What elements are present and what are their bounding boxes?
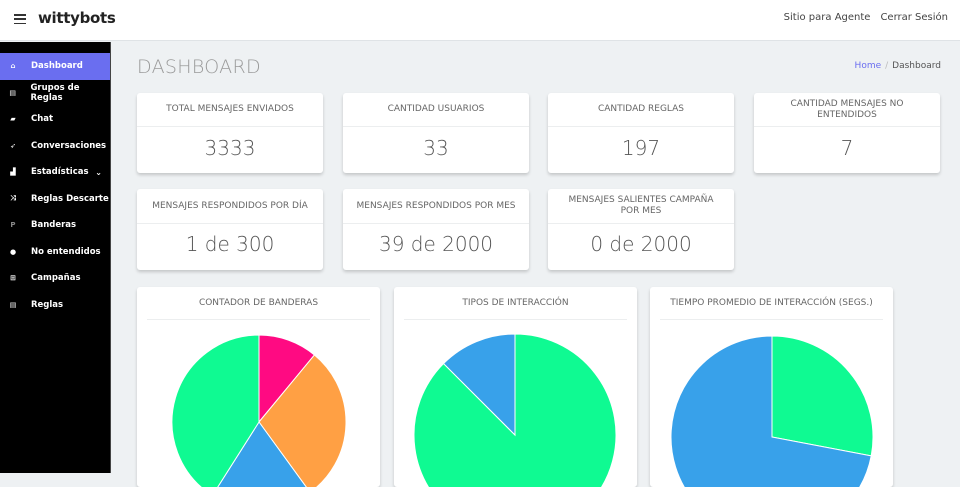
chart-title: CONTADOR DE BANDERAS (147, 287, 370, 320)
logout-link[interactable]: Cerrar Sesión (880, 12, 948, 23)
top-links: Sitio para Agente Cerrar Sesión (784, 12, 948, 23)
stat-card-daily-replies: MENSAJES RESPONDIDOS POR DÍA 1 de 300 (137, 189, 323, 270)
stat-card-users: CANTIDAD USUARIOS 33 (343, 93, 529, 173)
question-icon: ● (9, 247, 17, 256)
stat-value: 33 (423, 136, 449, 160)
sidebar-item-label: Conversaciones (31, 140, 107, 151)
stat-title: MENSAJES RESPONDIDOS POR DÍA (137, 189, 323, 224)
sidebar-item-discard-rules[interactable]: ⤨ Reglas Descarte (0, 186, 110, 213)
sidebar-item-statistics[interactable]: ▟ Estadísticas ⌄ (0, 159, 110, 186)
sidebar: ⌂ Dashboard ▤ Grupos de Reglas ▰ Chat ➶ … (0, 42, 111, 473)
chevron-down-icon[interactable]: ⌄ (95, 167, 102, 177)
bar-chart-icon: ▟ (10, 168, 16, 177)
sidebar-item-dashboard[interactable]: ⌂ Dashboard (0, 53, 110, 80)
brand-logo[interactable]: wittybots (38, 9, 116, 27)
chart-title: TIEMPO PROMEDIO DE INTERACCIÓN (SEGS.) (660, 287, 883, 320)
pie-slice[interactable] (212, 421, 310, 487)
sidebar-item-campaigns[interactable]: ⊞ Campañas (0, 265, 110, 292)
chat-icon: ▰ (10, 115, 16, 124)
home-icon: ⌂ (10, 62, 16, 71)
breadcrumb-current: Dashboard (892, 61, 941, 71)
stat-value: 0 de 2000 (590, 232, 692, 256)
campaign-icon: ⊞ (10, 274, 16, 283)
sidebar-item-rules[interactable]: ▤ Reglas (0, 292, 110, 319)
send-icon: ➶ (10, 141, 16, 150)
sidebar-item-not-understood[interactable]: ● No entendidos (0, 239, 110, 266)
pie-slice[interactable] (771, 335, 874, 457)
sidebar-item-label: Reglas (31, 299, 64, 310)
sidebar-item-conversations[interactable]: ➶ Conversaciones (0, 133, 110, 160)
pie-chart[interactable] (394, 287, 637, 487)
stat-card-total-messages: TOTAL MENSAJES ENVIADOS 3333 (137, 93, 323, 173)
stat-card-not-understood: CANTIDAD MENSAJES NO ENTENDIDOS 7 (754, 93, 940, 173)
sidebar-item-label: No entendidos (31, 246, 101, 257)
sidebar-item-flags[interactable]: P Banderas (0, 212, 110, 239)
chart-card-avg-time: TIEMPO PROMEDIO DE INTERACCIÓN (SEGS.) (650, 287, 893, 487)
pie-slice[interactable] (670, 335, 872, 487)
chart-card-interaction-types: TIPOS DE INTERACCIÓN (394, 287, 637, 487)
sidebar-item-label: Grupos de Reglas (30, 82, 80, 103)
sidebar-item-label: Chat (31, 114, 54, 125)
breadcrumb-home[interactable]: Home (854, 61, 882, 71)
stat-value: 3333 (204, 136, 256, 160)
pie-slice[interactable] (442, 333, 516, 437)
sidebar-item-label: Reglas Descarte (31, 193, 109, 204)
stat-card-campaign-messages: MENSAJES SALIENTES CAMPAÑA POR MES 0 de … (548, 189, 734, 270)
sidebar-item-label: Dashboard (31, 61, 83, 72)
pie-chart[interactable] (137, 287, 380, 487)
stat-value: 7 (840, 136, 854, 160)
pie-chart[interactable] (650, 287, 893, 487)
chart-title: TIPOS DE INTERACCIÓN (404, 287, 627, 320)
stat-title: CANTIDAD REGLAS (548, 93, 734, 127)
page-title: DASHBOARD (137, 56, 261, 78)
agent-site-link[interactable]: Sitio para Agente (783, 12, 871, 23)
main-content: DASHBOARD Home / Dashboard TOTAL MENSAJES … (112, 42, 960, 487)
stat-card-monthly-replies: MENSAJES RESPONDIDOS POR MES 39 de 2000 (343, 189, 529, 270)
chart-card-flags: CONTADOR DE BANDERAS (137, 287, 380, 487)
stat-value: 39 de 2000 (378, 232, 494, 256)
stat-title: TOTAL MENSAJES ENVIADOS (137, 93, 323, 127)
shuffle-icon: ⤨ (10, 194, 16, 203)
stat-value: 197 (621, 136, 661, 160)
top-navbar: wittybots Sitio para Agente Cerrar Sesió… (0, 0, 960, 41)
hamburger-icon[interactable] (14, 14, 26, 24)
stat-card-rules: CANTIDAD REGLAS 197 (548, 93, 734, 173)
stat-title: CANTIDAD MENSAJES NO ENTENDIDOS (754, 93, 940, 127)
stat-title: MENSAJES RESPONDIDOS POR MES (343, 189, 529, 224)
clipboard-icon: ▤ (9, 88, 17, 97)
clipboard-icon: ▤ (9, 300, 17, 309)
stat-value: 1 de 300 (185, 232, 275, 256)
stat-title: MENSAJES SALIENTES CAMPAÑA POR MES (548, 189, 734, 224)
sidebar-item-label: Estadísticas (31, 167, 89, 178)
sidebar-item-label: Banderas (31, 220, 77, 231)
stat-title: CANTIDAD USUARIOS (343, 93, 529, 127)
sidebar-item-label: Campañas (31, 273, 81, 284)
flag-icon: P (10, 221, 16, 230)
sidebar-item-rule-groups[interactable]: ▤ Grupos de Reglas (0, 80, 110, 107)
sidebar-item-chat[interactable]: ▰ Chat (0, 106, 110, 133)
breadcrumb: Home / Dashboard (855, 61, 941, 71)
breadcrumb-separator: / (885, 61, 889, 71)
